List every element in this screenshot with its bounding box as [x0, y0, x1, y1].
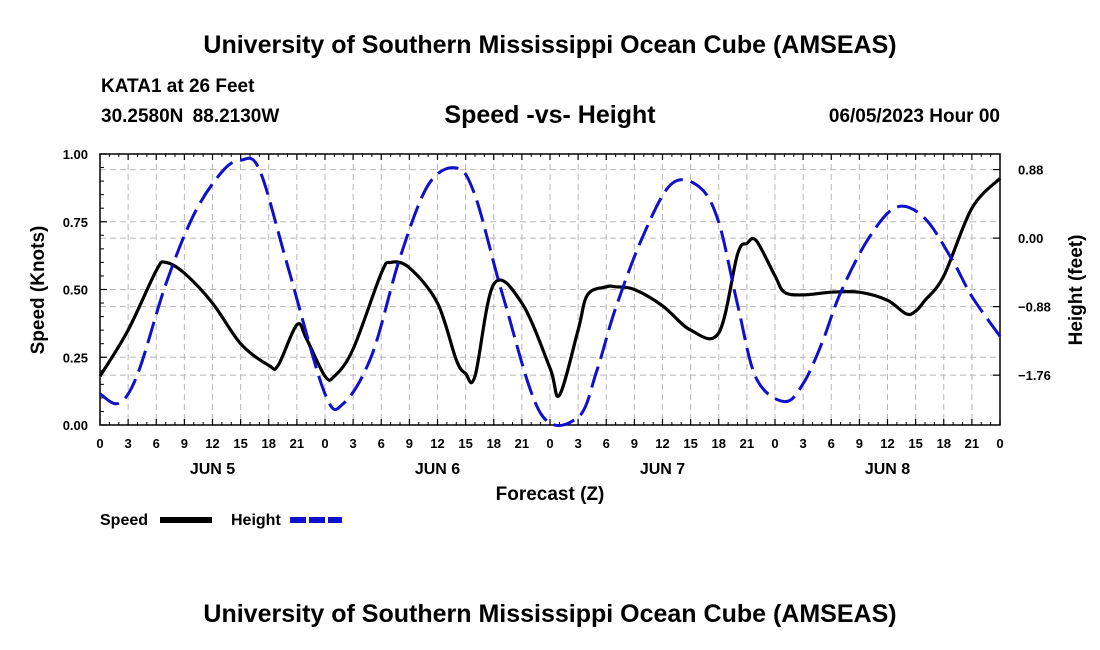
day-label: JUN 6: [415, 461, 460, 478]
legend: Speed Height: [100, 512, 342, 529]
height-series-line: [99, 156, 1002, 427]
y-right-axis-title: Height (feet): [1066, 235, 1087, 346]
x-tick-label: 6: [378, 436, 385, 451]
x-tick-label: 18: [712, 436, 726, 451]
x-tick-label: 18: [487, 436, 501, 451]
x-tick-label: 12: [655, 436, 669, 451]
x-tick-label: 9: [406, 436, 413, 451]
x-tick-label: 3: [125, 436, 132, 451]
x-tick-label: 21: [515, 436, 529, 451]
speed-series-line: [98, 177, 1002, 399]
y-right-tick-label: 0.88: [1018, 163, 1043, 178]
x-tick-label: 21: [290, 436, 304, 451]
x-tick-label: 18: [937, 436, 951, 451]
x-tick-label: 3: [800, 436, 807, 451]
x-tick-label: 0: [546, 436, 553, 451]
x-tick-label: 21: [740, 436, 754, 451]
x-tick-label: 0: [996, 436, 1003, 451]
x-tick-label: 21: [965, 436, 979, 451]
x-tick-label: 12: [880, 436, 894, 451]
y-left-tick-label: 0.00: [63, 418, 88, 433]
x-axis-title: Forecast (Z): [496, 484, 605, 505]
label-layer: 0 3 6 9 12 15 18 21 0 3 6 9 12 15 18 21 0 3 6 9 12 15 18 21 0 3 6 9…: [28, 147, 1087, 505]
x-tick-label: 9: [181, 436, 188, 451]
day-label: JUN 8: [865, 461, 910, 478]
y-left-axis-title: Speed (Knots): [28, 226, 49, 355]
x-tick-label: 15: [233, 436, 247, 451]
y-right-tick-label: −0.88: [1018, 300, 1051, 315]
chart-title: Speed -vs- Height: [444, 101, 656, 129]
y-left-tick-label: 1.00: [63, 147, 88, 162]
date-label: 06/05/2023 Hour 00: [828, 106, 1000, 127]
x-tick-label: 15: [908, 436, 922, 451]
x-tick-label: 0: [96, 436, 103, 451]
y-right-tick-label: −1.76: [1018, 368, 1051, 383]
x-tick-label: 6: [603, 436, 610, 451]
coordinates-label: 30.2580N 88.2130W: [101, 106, 280, 127]
x-tick-label: 9: [631, 436, 638, 451]
x-tick-label: 18: [262, 436, 276, 451]
y-left-tick-label: 0.75: [63, 215, 88, 230]
x-tick-label: 15: [458, 436, 472, 451]
x-tick-label: 6: [153, 436, 160, 451]
y-left-tick-label: 0.25: [63, 350, 88, 365]
axis-layer: [99, 153, 1001, 426]
grid-layer: [100, 154, 1000, 425]
x-tick-label: 0: [771, 436, 778, 451]
y-right-tick-label: 0.00: [1018, 231, 1043, 246]
plot-frame: [99, 153, 1001, 426]
y-left-tick-label: 0.50: [63, 283, 88, 298]
x-tick-label: 12: [205, 436, 219, 451]
page-title: University of Southern Mississippi Ocean…: [203, 31, 897, 59]
series-layer: [98, 156, 1002, 427]
station-label: KATA1 at 26 Feet: [101, 76, 255, 97]
x-tick-label: 15: [683, 436, 697, 451]
x-tick-label: 6: [828, 436, 835, 451]
x-tick-label: 3: [575, 436, 582, 451]
x-tick-label: 9: [856, 436, 863, 451]
day-label: JUN 5: [190, 461, 235, 478]
footer-title: University of Southern Mississippi Ocean…: [203, 600, 897, 628]
x-tick-label: 3: [350, 436, 357, 451]
legend-speed-label: Speed: [100, 512, 148, 529]
x-tick-label: 0: [321, 436, 328, 451]
day-label: JUN 7: [640, 461, 685, 478]
x-tick-label: 12: [430, 436, 444, 451]
legend-height-label: Height: [231, 512, 281, 529]
